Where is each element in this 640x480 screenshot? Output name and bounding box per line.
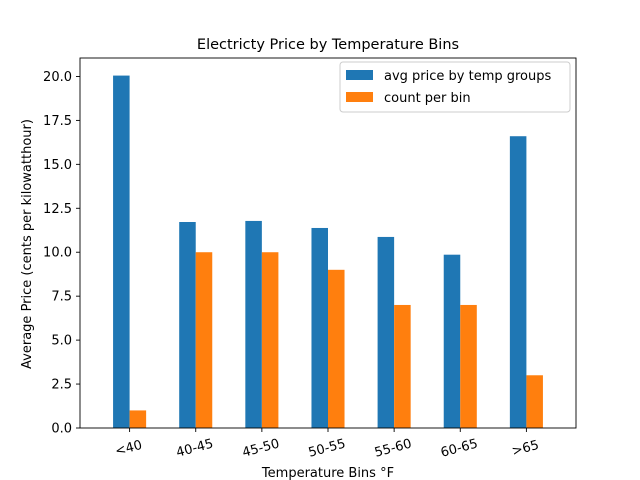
bar-avg-price-3 [311,227,328,428]
bar-count-6 [526,375,543,428]
y-axis-title: Average Price (cents per kilowatthour) [20,119,35,369]
bar-count-4 [394,304,411,428]
bar-count-5 [460,304,477,428]
y-tick-label: 7.5 [51,290,72,305]
bar-avg-price-0 [113,75,130,428]
y-tick-label: 20.0 [43,70,72,85]
bar-avg-price-4 [377,236,395,428]
x-tick-label: >65 [510,438,540,460]
bar-avg-price-6 [509,136,527,428]
bar-count-2 [261,252,279,428]
bar-avg-price-1 [179,222,196,428]
y-tick-label: 10.0 [43,246,72,261]
bar-avg-price-2 [245,220,262,428]
x-tick-label: 40-45 [175,436,215,460]
x-tick-label: 45-50 [241,436,281,460]
legend-label-0: avg price by temp groups [384,69,552,84]
bar-count-3 [328,269,345,428]
bar-count-1 [195,252,213,428]
y-tick-label: 0.0 [51,422,72,437]
x-tick-label: 50-55 [307,436,347,460]
legend-swatch-1 [346,92,373,102]
legend: avg price by temp groups count per bin [339,61,571,113]
bar-avg-price-5 [443,254,461,428]
y-tick-label: 2.5 [51,378,72,393]
legend-label-1: count per bin [384,91,471,106]
x-axis-title: Temperature Bins °F [261,466,394,480]
y-tick-label: 17.5 [43,114,72,129]
y-tick-label: 15.0 [43,158,72,173]
legend-box [339,61,571,113]
x-tick-label: <40 [114,438,144,460]
x-tick-label: 60-65 [439,436,479,460]
bars-layer [113,75,543,428]
chart-title: Electricty Price by Temperature Bins [197,37,459,53]
y-tick-label: 5.0 [51,334,72,349]
legend-swatch-0 [346,70,373,80]
bar-count-0 [129,410,147,428]
y-tick-label: 12.5 [43,202,72,217]
x-tick-label: 55-60 [373,436,413,460]
